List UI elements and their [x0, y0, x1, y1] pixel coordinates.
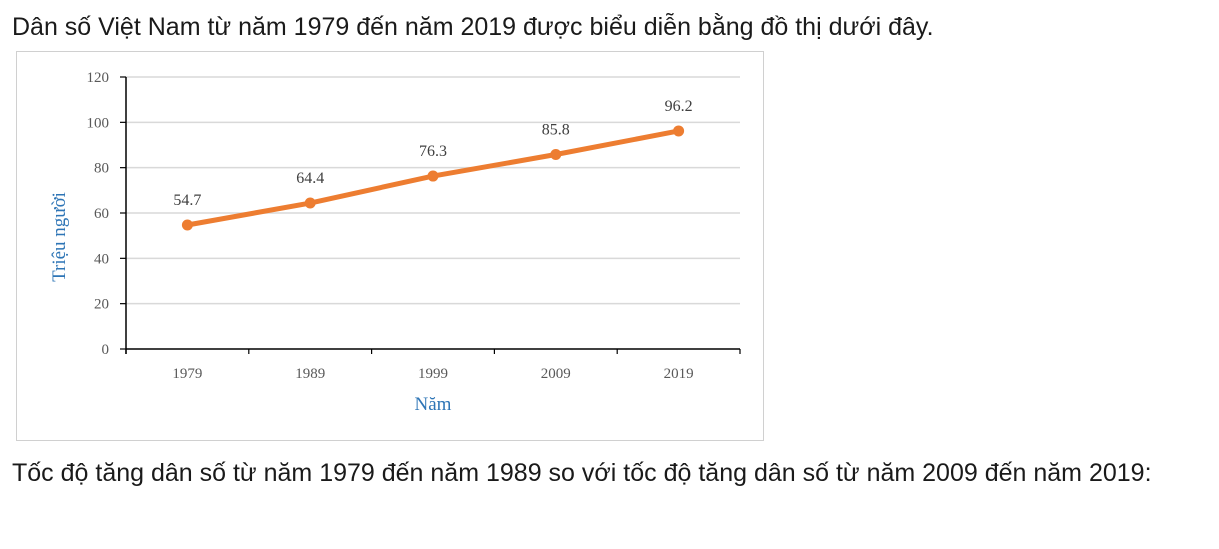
- line-chart: 0 20 40 60 80 100 120 1979 1989 1999 2009 2019 54.…: [49, 70, 741, 415]
- x-tick-label: 2019: [664, 366, 694, 382]
- data-point: [181, 219, 193, 231]
- y-axis-title: Triệu người: [49, 192, 70, 282]
- x-tick-label: 1989: [295, 366, 325, 382]
- y-tick-label: 60: [94, 206, 109, 222]
- data-point: [673, 125, 685, 137]
- data-label: 64.4: [296, 170, 324, 187]
- data-label: 96.2: [665, 98, 693, 115]
- y-tick-label: 120: [87, 70, 110, 86]
- data-labels: 54.7 64.4 76.3 85.8 96.2: [173, 98, 692, 209]
- axes: [120, 76, 741, 354]
- y-tick-labels: 0 20 40 60 80 100 120: [87, 70, 110, 358]
- x-axis-title: Năm: [415, 394, 452, 415]
- x-tick-label: 1979: [172, 366, 202, 382]
- gridlines: [126, 76, 740, 305]
- data-point: [304, 197, 316, 209]
- series-line-group: [181, 125, 685, 231]
- data-point: [550, 149, 562, 161]
- intro-text: Dân số Việt Nam từ năm 1979 đến năm 2019…: [12, 13, 934, 41]
- data-point: [427, 170, 439, 182]
- x-tick-label: 1999: [418, 366, 448, 382]
- y-tick-label: 40: [94, 251, 109, 267]
- y-tick-label: 20: [94, 297, 109, 313]
- data-label: 76.3: [419, 143, 447, 160]
- chart-container: 0 20 40 60 80 100 120 1979 1989 1999 2009 2019 54.…: [16, 51, 764, 441]
- x-tick-labels: 1979 1989 1999 2009 2019: [172, 366, 693, 382]
- data-label: 54.7: [173, 192, 201, 209]
- data-label: 85.8: [542, 122, 570, 139]
- y-tick-label: 80: [94, 161, 109, 177]
- x-tick-label: 2009: [541, 366, 571, 382]
- y-tick-label: 100: [87, 115, 110, 131]
- question-text: Tốc độ tăng dân số từ năm 1979 đến năm 1…: [12, 459, 1152, 487]
- y-tick-label: 0: [102, 342, 110, 358]
